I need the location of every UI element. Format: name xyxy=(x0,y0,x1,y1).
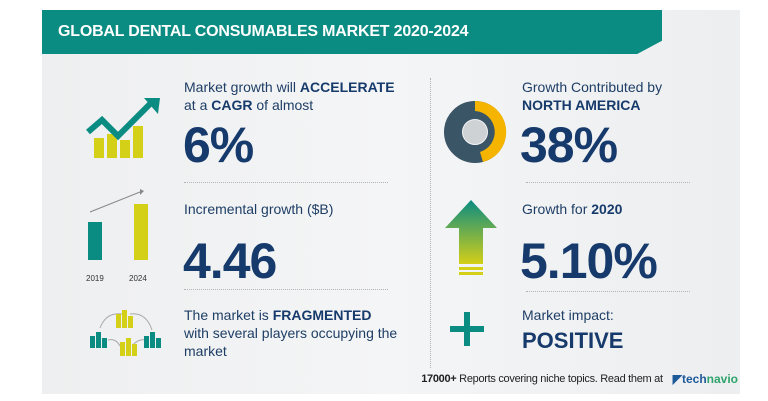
cagr-value: 6% xyxy=(183,117,254,173)
donut-chart-icon xyxy=(444,100,507,163)
year-start-label: 2019 xyxy=(86,274,104,283)
region-text: Growth Contributed by NORTH AMERICA xyxy=(522,79,663,113)
cagr-text: Market growth will ACCELERATE at a CAGR o… xyxy=(184,79,395,113)
yoy-value: 5.10% xyxy=(520,233,658,289)
page-title: GLOBAL DENTAL CONSUMABLES MARKET 2020-20… xyxy=(58,23,469,40)
divider xyxy=(526,182,690,183)
divider xyxy=(184,182,388,183)
footer-text: 17000+ Reports covering niche topics. Re… xyxy=(421,373,663,385)
column-divider xyxy=(430,78,431,368)
incremental-label: Incremental growth ($B) xyxy=(184,201,334,217)
yoy-text: Growth for 2020 xyxy=(522,201,623,217)
divider xyxy=(184,289,388,290)
year-end-label: 2024 xyxy=(129,274,147,283)
technavio-logo[interactable]: ◤technavio xyxy=(672,372,738,386)
region-value: 38% xyxy=(520,117,618,173)
arrow-up-icon xyxy=(445,200,497,275)
divider xyxy=(526,291,690,292)
logo-mark-icon: ◤ xyxy=(672,372,682,386)
impact-label: Market impact: xyxy=(522,307,614,323)
impact-value: POSITIVE xyxy=(522,328,624,353)
market-text: The market is FRAGMENTED with several pla… xyxy=(184,307,398,359)
fragmented-market-icon xyxy=(90,310,161,356)
incremental-value: 4.46 xyxy=(183,233,277,289)
footer: 17000+ Reports covering niche topics. Re… xyxy=(421,372,738,386)
bar-comparison-icon xyxy=(88,189,148,260)
growth-chart-icon xyxy=(86,98,160,158)
infographic-panel xyxy=(42,10,740,394)
title-banner: GLOBAL DENTAL CONSUMABLES MARKET 2020-20… xyxy=(42,10,662,54)
plus-icon xyxy=(450,312,484,346)
